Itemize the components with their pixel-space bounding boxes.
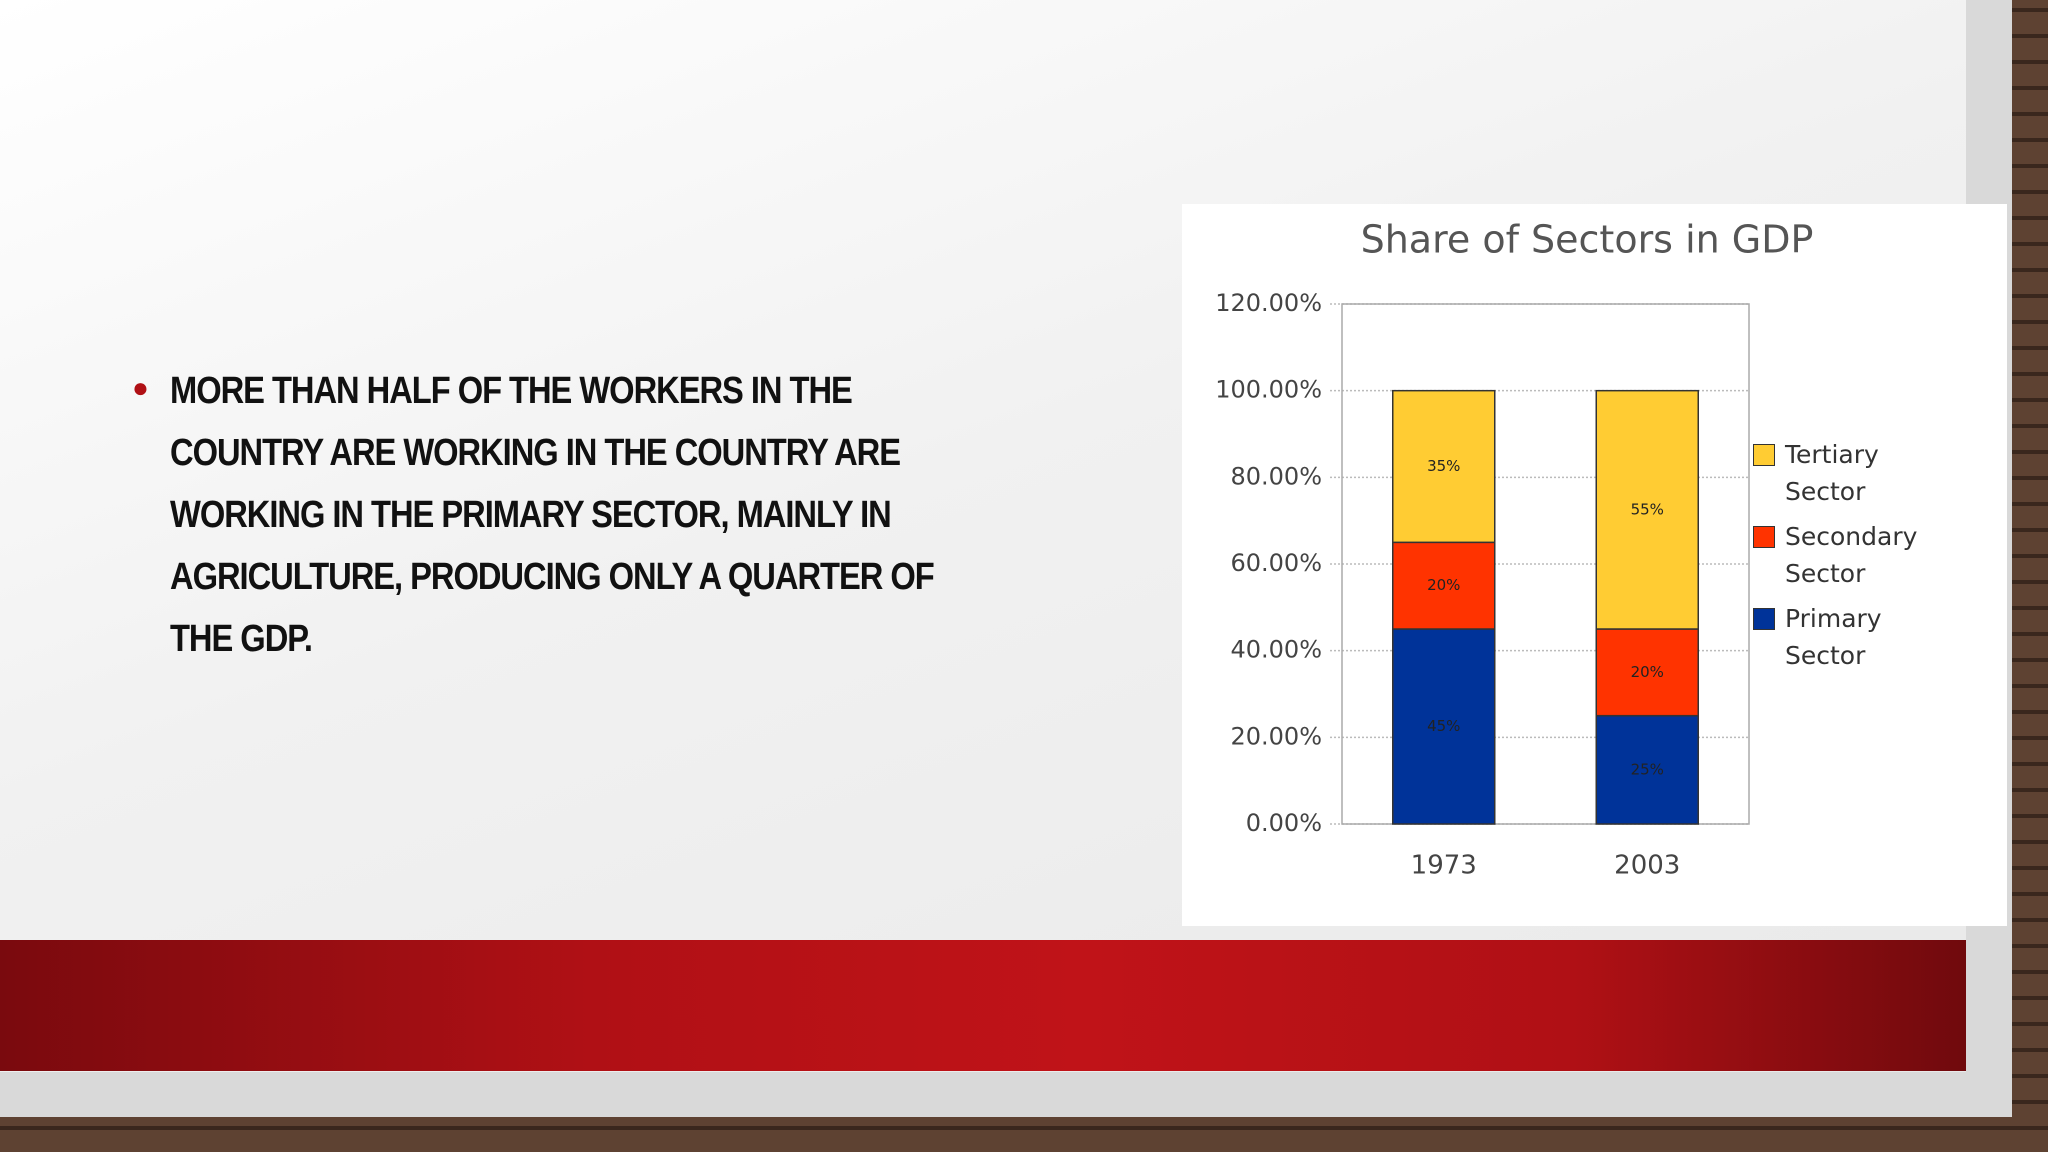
legend-swatch xyxy=(1753,444,1775,466)
legend-label: Tertiary Sector xyxy=(1785,440,1879,506)
y-tick-label: 120.00% xyxy=(1215,289,1322,317)
x-tick-label: 2003 xyxy=(1614,851,1680,881)
y-tick-label: 100.00% xyxy=(1215,376,1322,404)
footer-band xyxy=(0,940,1966,1071)
y-tick-label: 60.00% xyxy=(1230,549,1322,577)
bullet-text: MORE THAN HALF OF THE WORKERS IN THE COU… xyxy=(170,370,935,660)
legend-swatch xyxy=(1753,526,1775,548)
chart: Share of Sectors in GDP 0.00% 20.00% 40.00… xyxy=(1215,218,1814,881)
y-tick-label: 0.00% xyxy=(1246,809,1322,837)
legend-label: Secondary Sector xyxy=(1785,522,1918,588)
y-tick-label: 80.00% xyxy=(1230,462,1322,490)
chart-box: Share of Sectors in GDP 0.00% 20.00% 40.00… xyxy=(1182,204,2007,926)
legend-label: Primary Sector xyxy=(1785,604,1882,670)
value-label: 20% xyxy=(1427,576,1460,594)
legend-item: Secondary Sector xyxy=(1753,518,1935,592)
value-label: 20% xyxy=(1631,663,1664,681)
y-tick-label: 20.00% xyxy=(1230,722,1322,750)
plot-frame xyxy=(1341,303,1750,825)
bullet-dot: ● xyxy=(132,372,149,403)
value-label: 25% xyxy=(1631,760,1664,778)
chart-title: Share of Sectors in GDP xyxy=(1361,218,1814,262)
legend-swatch xyxy=(1753,608,1775,630)
y-tick-label: 40.00% xyxy=(1230,636,1322,664)
bar-segment xyxy=(1392,541,1496,630)
x-tick-label: 1973 xyxy=(1411,851,1477,881)
value-label: 55% xyxy=(1631,500,1664,518)
bar-segment xyxy=(1595,714,1699,825)
value-label: 35% xyxy=(1427,457,1460,475)
bar-segment xyxy=(1595,389,1699,630)
bar-segment xyxy=(1392,389,1496,544)
legend-item: Tertiary Sector xyxy=(1753,436,1935,510)
bar-segment xyxy=(1595,628,1699,717)
bar-segment xyxy=(1392,628,1496,825)
value-label: 45% xyxy=(1427,717,1460,735)
legend-item: Primary Sector xyxy=(1753,600,1935,674)
